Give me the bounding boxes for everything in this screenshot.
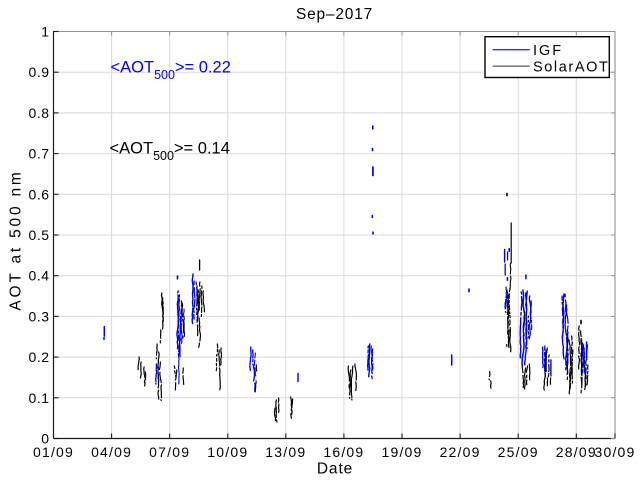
svg-text:28/09: 28/09 xyxy=(556,444,597,460)
svg-text:16/09: 16/09 xyxy=(323,444,364,460)
svg-text:01/09: 01/09 xyxy=(33,444,74,460)
svg-text:1: 1 xyxy=(41,24,49,40)
svg-text:0.4: 0.4 xyxy=(29,268,50,284)
svg-text:0.3: 0.3 xyxy=(29,308,50,324)
svg-text:07/09: 07/09 xyxy=(149,444,190,460)
svg-text:SolarAOT: SolarAOT xyxy=(533,60,609,76)
svg-text:10/09: 10/09 xyxy=(207,444,248,460)
svg-text:0.9: 0.9 xyxy=(29,64,50,80)
svg-text:19/09: 19/09 xyxy=(381,444,422,460)
svg-text:30/09: 30/09 xyxy=(594,444,635,460)
svg-text:<AOT500>= 0.22: <AOT500>= 0.22 xyxy=(111,59,231,83)
svg-text:IGF: IGF xyxy=(533,43,563,59)
svg-text:0.5: 0.5 xyxy=(29,227,50,243)
svg-text:AOT at 500 nm: AOT at 500 nm xyxy=(8,169,25,310)
svg-text:0: 0 xyxy=(41,431,49,447)
svg-text:04/09: 04/09 xyxy=(91,444,132,460)
svg-text:0.6: 0.6 xyxy=(29,186,50,202)
svg-text:0.7: 0.7 xyxy=(29,146,50,162)
svg-text:Sep–2017: Sep–2017 xyxy=(296,6,373,23)
svg-text:<AOT500>= 0.14: <AOT500>= 0.14 xyxy=(110,140,230,164)
svg-text:25/09: 25/09 xyxy=(498,444,539,460)
svg-text:0.8: 0.8 xyxy=(29,105,50,121)
svg-text:0.2: 0.2 xyxy=(29,349,50,365)
svg-text:Date: Date xyxy=(317,461,353,478)
svg-text:0.1: 0.1 xyxy=(29,390,50,406)
svg-text:13/09: 13/09 xyxy=(265,444,306,460)
svg-text:22/09: 22/09 xyxy=(440,444,481,460)
